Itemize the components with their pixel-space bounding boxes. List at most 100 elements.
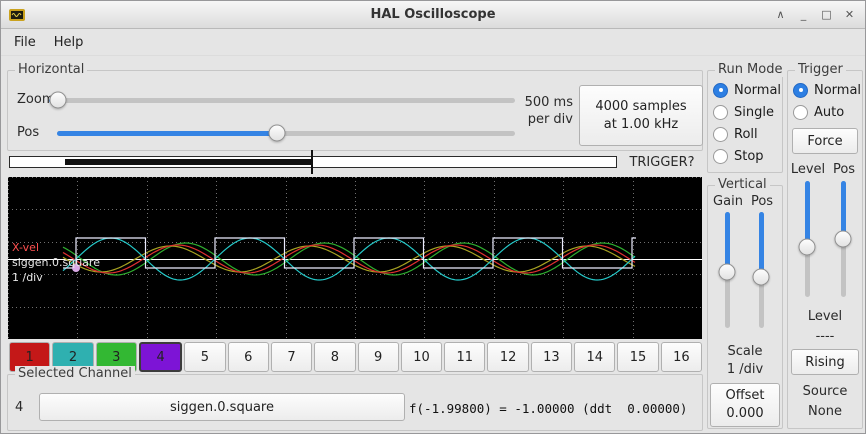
trace-channel-green [62, 242, 636, 276]
trigger-group: Trigger [787, 62, 863, 429]
trigger-source-label: Source [802, 384, 848, 399]
trigger-pos-slider-handle[interactable] [834, 230, 852, 248]
channel-button-6[interactable]: 6 [227, 342, 269, 372]
radio-icon [793, 82, 808, 98]
channel-button-15[interactable]: 15 [617, 342, 659, 372]
force-button[interactable]: Force [792, 128, 858, 154]
radio-label: Roll [734, 126, 758, 142]
timebase-line1: 500 ms [524, 95, 573, 110]
selected-channel-group-label: Selected Channel [15, 366, 135, 381]
channel-button-12[interactable]: 12 [487, 342, 529, 372]
menubar: File Help [1, 30, 865, 56]
run-mode-group-label: Run Mode [715, 62, 786, 77]
run-mode-radio-normal[interactable]: Normal [713, 79, 781, 101]
radio-icon [793, 104, 808, 120]
maximize-button[interactable]: □ [821, 8, 832, 21]
menu-help[interactable]: Help [53, 35, 84, 50]
samples-button[interactable]: 4000 samples at 1.00 kHz [579, 85, 703, 146]
shade-button[interactable]: ∧ [776, 8, 785, 21]
offset-button-label: Offset [725, 388, 765, 403]
horizontal-group: Horizontal [7, 62, 703, 151]
samples-line2: at 1.00 kHz [603, 116, 679, 132]
radio-icon [713, 148, 728, 164]
scope-scale-label: 1 /div [12, 271, 43, 284]
run-mode-radio-stop[interactable]: Stop [713, 145, 781, 167]
window-controls: ∧ _ □ ✕ [771, 5, 859, 24]
trigger-status-label: TRIGGER? [629, 155, 695, 170]
radio-label: Stop [734, 148, 764, 164]
run-mode-radio-roll[interactable]: Roll [713, 123, 781, 145]
trigger-group-label: Trigger [795, 62, 846, 77]
titlebar: HAL Oscilloscope ∧ _ □ ✕ [1, 1, 865, 29]
trace-channel-square [63, 237, 636, 269]
trigger-edge-button[interactable]: Rising [791, 349, 859, 375]
channel-button-13[interactable]: 13 [530, 342, 573, 372]
zoom-slider-trough [49, 98, 515, 103]
channel-button-11[interactable]: 11 [444, 342, 486, 372]
trigger-radio-normal[interactable]: Normal [793, 79, 861, 101]
horizontal-pos-slider-fill [57, 131, 277, 136]
trace-channel-yellow [62, 245, 636, 273]
channel-position-marker[interactable] [72, 264, 80, 272]
signal-name-button[interactable]: siggen.0.square [39, 393, 405, 421]
menu-file[interactable]: File [14, 35, 36, 50]
radio-icon [713, 82, 728, 98]
scope-channel1-label: X-vel [12, 241, 39, 254]
record-filled [64, 159, 313, 165]
trigger-level-label: Level [807, 309, 843, 324]
channel-buttons: 1 2 3 4 5 6 7 8 9 10 11 12 13 14 15 16 [9, 342, 702, 372]
scope-canvas [8, 177, 702, 339]
vertical-gain-slider-handle[interactable] [718, 263, 736, 281]
radio-label: Single [734, 104, 774, 120]
minimize-button[interactable]: _ [800, 8, 807, 21]
channel-button-7[interactable]: 7 [270, 342, 313, 372]
radio-label: Auto [814, 104, 845, 120]
trigger-pos-slider[interactable] [834, 181, 852, 297]
channel-button-10[interactable]: 10 [400, 342, 443, 372]
zoom-slider[interactable] [49, 91, 515, 109]
offset-button-value: 0.000 [726, 406, 764, 421]
trigger-pos-col-label: Pos [832, 162, 856, 177]
horizontal-pos-slider[interactable] [57, 124, 515, 142]
channel-button-14[interactable]: 14 [574, 342, 616, 372]
channel-button-16[interactable]: 16 [660, 342, 702, 372]
samples-line1: 4000 samples [595, 98, 687, 114]
trigger-level-slider-handle[interactable] [798, 238, 816, 256]
channel-button-5[interactable]: 5 [184, 342, 226, 372]
vertical-scale-value: 1 /div [726, 362, 764, 377]
window-title: HAL Oscilloscope [370, 7, 496, 22]
run-mode-group: Run Mode [707, 62, 786, 173]
channel-button-9[interactable]: 9 [357, 342, 399, 372]
vertical-pos-label: Pos [750, 194, 774, 209]
trigger-level-value: ---- [815, 329, 835, 344]
scope-signal-label: siggen.0.square [12, 256, 100, 269]
radio-icon [713, 104, 728, 120]
offset-button[interactable]: Offset 0.000 [710, 383, 780, 427]
vertical-gain-slider[interactable] [718, 212, 736, 328]
trigger-radio-auto[interactable]: Auto [793, 101, 861, 123]
record-progress-bar [9, 150, 617, 174]
trace-channel-red [62, 244, 636, 274]
vertical-gain-slider-fill [725, 212, 730, 273]
trigger-level-slider[interactable] [798, 181, 816, 297]
trigger-level-col-label: Level [790, 162, 826, 177]
vertical-pos-slider[interactable] [752, 212, 770, 328]
close-button[interactable]: ✕ [844, 8, 855, 21]
selected-channel-number: 4 [15, 400, 24, 415]
scope-display[interactable]: X-vel siggen.0.square 1 /div [8, 177, 702, 339]
run-mode-radio-single[interactable]: Single [713, 101, 781, 123]
zoom-slider-handle[interactable] [49, 91, 67, 109]
app-icon [9, 7, 25, 23]
channel-button-8[interactable]: 8 [314, 342, 356, 372]
timebase-line2: per div [527, 112, 573, 127]
channel-button-4[interactable]: 4 [138, 342, 183, 372]
horizontal-pos-slider-handle[interactable] [268, 124, 286, 142]
horizontal-pos-label: Pos [17, 125, 40, 140]
timebase-readout: 500 ms per div [499, 94, 573, 128]
vertical-group-label: Vertical [715, 177, 770, 192]
trigger-source-value: None [808, 404, 842, 419]
signal-readout: f(-1.99800) = -1.00000 (ddt 0.00000) [409, 401, 688, 416]
vertical-gain-label: Gain [713, 194, 743, 209]
vertical-pos-slider-handle[interactable] [752, 268, 770, 286]
